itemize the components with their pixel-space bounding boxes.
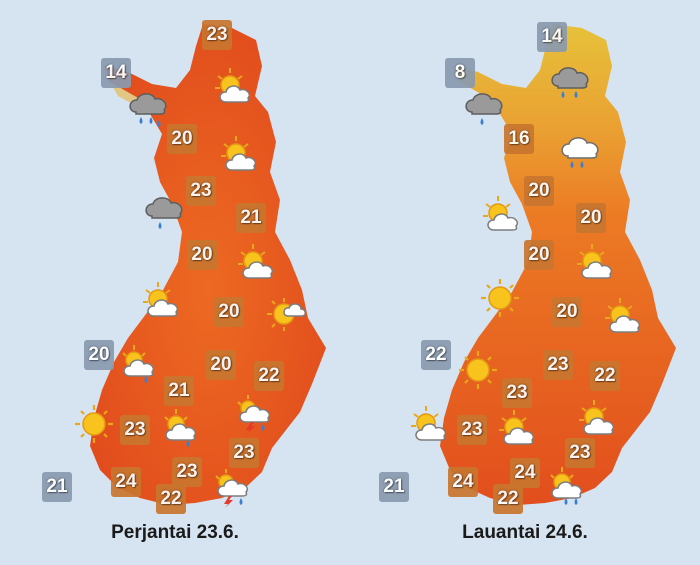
temp-helsinki: 22 bbox=[156, 484, 186, 514]
temp-sodankyla: 20 bbox=[167, 124, 197, 154]
temp-jyvaskyla: 20 bbox=[206, 350, 236, 380]
temp-seinajoki: 21 bbox=[164, 376, 194, 406]
temp-turku: 24 bbox=[111, 467, 141, 497]
sun-icon bbox=[459, 351, 497, 389]
rain-cloud-icon bbox=[145, 197, 183, 229]
day-label: Lauantai 24.6. bbox=[462, 522, 588, 543]
temp-sodankyla: 16 bbox=[504, 124, 534, 154]
temp-maarianhamina: 21 bbox=[379, 472, 409, 502]
temp-kajaani: 20 bbox=[552, 297, 582, 327]
thunder-icon bbox=[215, 469, 249, 508]
sun-icon bbox=[75, 405, 113, 443]
temp-joensuu: 22 bbox=[590, 361, 620, 391]
temp-maarianhamina: 21 bbox=[42, 472, 72, 502]
temp-turku: 24 bbox=[448, 467, 478, 497]
temp-rovaniemi: 20 bbox=[524, 176, 554, 206]
temp-enontekio: 14 bbox=[101, 58, 131, 88]
sun-icon bbox=[481, 279, 519, 317]
sun-cloud-icon bbox=[579, 400, 615, 435]
sun-rain-icon bbox=[550, 467, 583, 505]
rain-cloud-icon bbox=[129, 93, 167, 127]
temp-enontekio: 8 bbox=[445, 58, 475, 88]
temp-rovaniemi: 23 bbox=[186, 176, 216, 206]
sun-cloud-icon bbox=[143, 282, 179, 317]
rain-cloud-icon bbox=[561, 137, 599, 168]
thunder-icon bbox=[237, 395, 271, 434]
temp-vaasa: 20 bbox=[84, 340, 114, 370]
temp-oulu: 20 bbox=[187, 240, 217, 270]
cloud-sun-icon bbox=[267, 298, 306, 331]
sun-rain-icon bbox=[164, 409, 197, 447]
rain-cloud-icon bbox=[551, 67, 589, 98]
sun-cloud-icon bbox=[577, 244, 613, 279]
temp-tampere: 23 bbox=[457, 415, 487, 445]
temp-kajaani: 20 bbox=[214, 297, 244, 327]
day-label: Perjantai 23.6. bbox=[111, 522, 239, 543]
sun-rain-icon bbox=[122, 345, 155, 383]
sun-cloud-icon bbox=[215, 68, 251, 103]
temp-seinajoki: 23 bbox=[502, 378, 532, 408]
sun-cloud-icon bbox=[605, 298, 641, 333]
temp-jyvaskyla: 23 bbox=[543, 350, 573, 380]
temp-tampere: 23 bbox=[120, 415, 150, 445]
sun-cloud-icon bbox=[499, 410, 535, 445]
temp-kuusamo: 20 bbox=[576, 203, 606, 233]
temp-joensuu: 22 bbox=[254, 361, 284, 391]
sun-cloud-icon bbox=[238, 244, 274, 279]
temp-utsjoki: 23 bbox=[202, 20, 232, 50]
temp-mikkeli: 23 bbox=[229, 438, 259, 468]
temp-utsjoki: 14 bbox=[537, 22, 567, 52]
temp-lahti: 23 bbox=[172, 457, 202, 487]
sun-cloud-icon bbox=[411, 406, 447, 441]
forecast-map-friday: 23 14 20 23 21 20 20 20 20 21 22 23 23 2… bbox=[42, 20, 326, 543]
temp-lahti: 24 bbox=[510, 458, 540, 488]
rain-cloud-icon bbox=[465, 93, 503, 125]
sun-cloud-icon bbox=[221, 136, 257, 171]
temp-oulu: 20 bbox=[524, 240, 554, 270]
sun-cloud-icon bbox=[483, 196, 519, 231]
temp-kuusamo: 21 bbox=[236, 203, 266, 233]
temp-helsinki: 22 bbox=[493, 484, 523, 514]
temp-vaasa: 22 bbox=[421, 340, 451, 370]
forecast-map-saturday: 14 8 16 20 20 20 20 22 23 23 22 23 23 24… bbox=[350, 0, 700, 565]
temp-mikkeli: 23 bbox=[565, 438, 595, 468]
